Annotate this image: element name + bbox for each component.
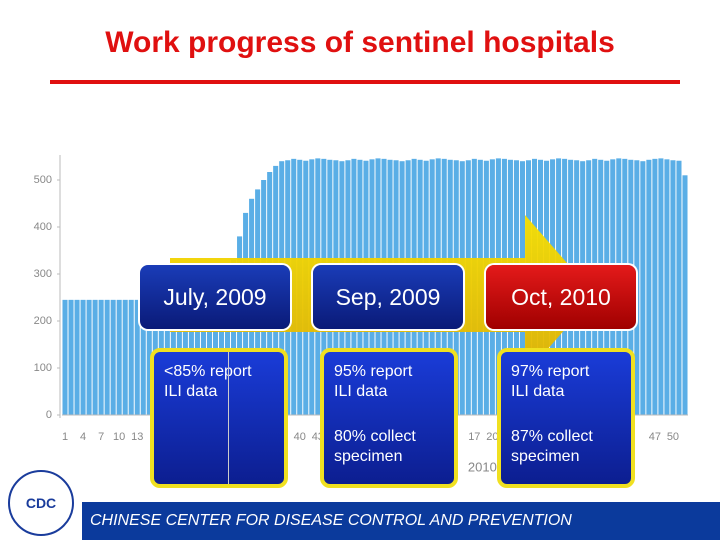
x-tick-label: 20 (486, 431, 498, 443)
x-tick-label: 17 (468, 431, 480, 443)
milestone-note: 80% collect specimen (334, 428, 416, 465)
y-tick-label: 200 (34, 315, 52, 327)
milestone-note: 97% report ILI data (511, 363, 590, 400)
x-tick-label: 1 (62, 431, 68, 443)
bar (658, 158, 664, 415)
milestone-date: July, 2009 (140, 265, 290, 329)
bar (212, 278, 219, 415)
y-tick-label: 300 (34, 268, 52, 280)
y-tick-label: 100 (34, 362, 52, 374)
bar (116, 299, 122, 415)
bar (104, 299, 110, 415)
x-tick-label: 10 (113, 431, 125, 443)
bar (670, 160, 676, 415)
x-tick-label: 40 (294, 431, 306, 443)
bar (640, 161, 646, 415)
year-label: 2010 (468, 459, 497, 474)
x-tick-label: 47 (649, 431, 661, 443)
bar (682, 175, 688, 415)
milestone-note: <85% report ILI data (164, 363, 252, 400)
milestone-note: 95% report ILI data (334, 363, 413, 400)
y-tick-label: 0 (46, 409, 52, 421)
bar (74, 299, 80, 415)
bar (80, 299, 86, 415)
bar (122, 299, 128, 415)
bar (110, 299, 116, 415)
bar (146, 297, 152, 415)
x-tick-label: 50 (667, 431, 679, 443)
bar (134, 299, 140, 415)
milestone-notes: 95% report ILI data 80% collect specimen (320, 348, 458, 488)
bar (128, 299, 134, 415)
milestone-notes: 97% report ILI data 87% collect specimen (497, 348, 635, 488)
logo: CDC (8, 470, 74, 536)
y-tick-label: 400 (34, 221, 52, 233)
title-rule (50, 80, 680, 84)
x-tick-label: 4 (80, 431, 86, 443)
bar (676, 160, 682, 415)
footer: CHINESE CENTER FOR DISEASE CONTROL AND P… (82, 502, 720, 540)
milestone-notes: <85% report ILI data (150, 348, 288, 488)
bar (664, 159, 670, 415)
bar (68, 299, 74, 415)
y-tick-label: 500 (34, 174, 52, 186)
bar (62, 299, 68, 415)
divider (228, 352, 229, 484)
bar (98, 299, 104, 415)
milestone-date: Sep, 2009 (313, 265, 463, 329)
milestone-date: Oct, 2010 (486, 265, 636, 329)
slide-title: Work progress of sentinel hospitals (105, 26, 615, 59)
bar (225, 269, 231, 415)
bar (646, 159, 652, 415)
x-tick-label: 13 (131, 431, 143, 443)
bar (652, 158, 658, 415)
bar (634, 160, 640, 415)
bar (140, 299, 146, 415)
bar (92, 299, 98, 415)
milestone-note: 87% collect specimen (511, 428, 593, 465)
x-tick-label: 7 (98, 431, 104, 443)
bar (218, 274, 225, 415)
bar (86, 299, 92, 415)
bar (231, 259, 237, 415)
